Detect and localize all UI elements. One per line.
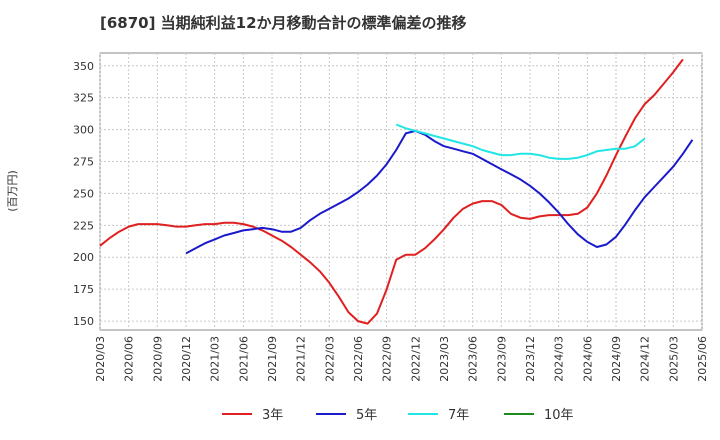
series-line-1 [99,58,684,325]
x-tick-label: 2021/09 [266,336,279,382]
x-tick-label: 2020/09 [151,336,164,382]
x-tick-label: 2024/12 [639,336,652,382]
x-tick-label: 2022/09 [381,336,394,382]
y-tick-label: 225 [73,219,94,232]
x-tick-label: 2021/06 [237,336,250,382]
x-tick-label: 2021/12 [295,336,308,382]
x-tick-label: 2023/12 [524,336,537,382]
x-tick-label: 2022/06 [352,336,365,382]
chart-title: [6870] 当期純利益12か月移動合計の標準偏差の推移 [100,14,467,32]
x-tick-label: 2020/06 [123,336,136,382]
x-tick-label: 2022/12 [409,336,422,382]
x-tick-label: 2024/09 [610,336,623,382]
x-tick-label: 2020/12 [180,336,193,382]
y-tick-label: 300 [73,124,94,137]
y-tick-label: 250 [73,187,94,200]
series-line-3 [395,123,646,160]
y-tick-label: 325 [73,92,94,105]
x-tick-label: 2023/03 [438,336,451,382]
series-line-2 [185,129,694,255]
legend-label-2: 5年 [356,408,377,423]
x-tick-label: 2020/03 [94,336,107,382]
x-tick-label: 2021/03 [209,336,222,382]
y-tick-label: 275 [73,156,94,169]
y-axis-ticks: 150 175 200 225 250 275 300 325 350 [73,60,94,328]
x-tick-label: 2024/03 [553,336,566,382]
x-tick-label: 2023/09 [495,336,508,382]
plot-area [99,52,703,331]
y-tick-label: 150 [73,315,94,328]
legend-label-4: 10年 [544,408,574,423]
y-tick-label: 200 [73,251,94,264]
legend: 3年 5年 7年 10年 [222,408,574,423]
legend-label-1: 3年 [262,408,283,423]
x-tick-label: 2024/06 [581,336,594,382]
x-axis-ticks: 2020/03 2020/06 2020/09 2020/12 2021/03 2021/… [94,336,709,382]
y-tick-label: 175 [73,283,94,296]
x-tick-label: 2025/06 [696,336,709,382]
x-tick-label: 2025/03 [667,336,680,382]
series-lines [99,58,694,325]
x-tick-label: 2023/06 [467,336,480,382]
y-tick-label: 350 [73,60,94,73]
x-tick-label: 2022/03 [323,336,336,382]
y-axis-label: (百万円) [6,170,19,212]
legend-label-3: 7年 [448,408,469,423]
